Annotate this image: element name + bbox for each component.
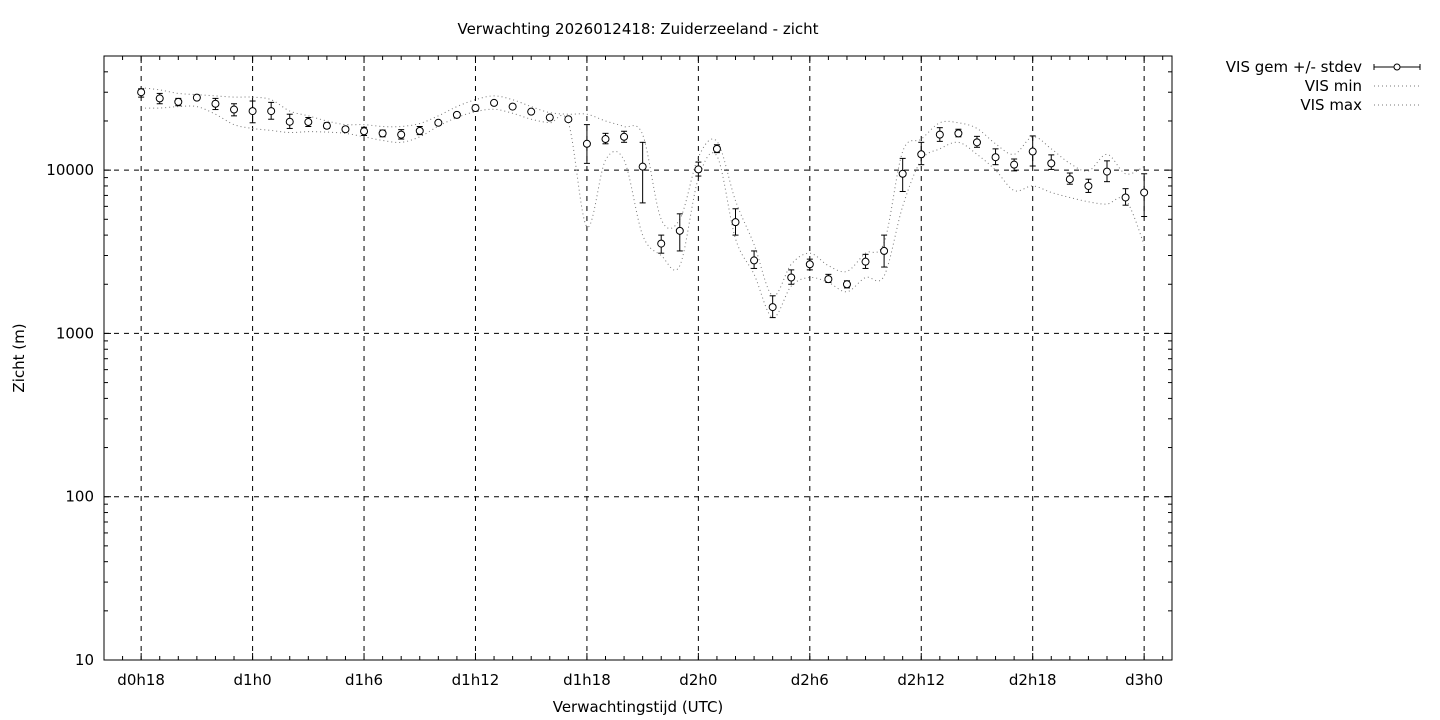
data-point	[564, 115, 573, 124]
mean-points	[137, 88, 1149, 319]
vis-max-line	[141, 87, 1145, 297]
data-point	[601, 135, 610, 144]
x-tick-label: d2h6	[791, 671, 829, 689]
data-point	[527, 107, 536, 116]
data-point	[378, 129, 387, 138]
data-point	[787, 273, 796, 282]
legend-label: VIS max	[1300, 96, 1362, 114]
data-point	[991, 153, 1000, 162]
data-point	[842, 280, 851, 289]
data-point	[694, 165, 703, 174]
vis-min-line	[141, 105, 1145, 319]
data-point	[861, 257, 870, 266]
x-tick-label: d1h18	[563, 671, 611, 689]
data-point	[1140, 188, 1149, 197]
data-point	[638, 162, 647, 171]
y-tick-labels: 10 100 1000 10000	[46, 161, 94, 669]
data-point	[582, 139, 591, 148]
data-point	[750, 256, 759, 265]
data-point	[917, 150, 926, 159]
data-point	[1028, 147, 1037, 156]
min-max-lines	[141, 87, 1145, 319]
x-tick-label: d2h18	[1009, 671, 1057, 689]
x-tick-label: d3h0	[1125, 671, 1163, 689]
data-point	[1065, 175, 1074, 184]
data-point	[304, 118, 313, 127]
x-tick-label: d1h0	[234, 671, 272, 689]
plot-frame	[103, 55, 1173, 661]
x-tick-label: d2h0	[679, 671, 717, 689]
data-point	[712, 144, 721, 153]
x-axis-label: Verwachtingstijd (UTC)	[553, 698, 724, 716]
data-point	[972, 138, 981, 147]
grid	[104, 56, 1172, 660]
data-point	[341, 125, 350, 134]
x-tick-labels: d0h18 d1h0 d1h6 d1h12 d1h18 d2h0 d2h6 d2h12 d2h1…	[117, 671, 1163, 689]
data-point	[824, 275, 833, 284]
y-tick-label: 10000	[46, 161, 94, 179]
legend-label: VIS min	[1305, 77, 1362, 95]
data-point	[1121, 193, 1130, 202]
data-point	[192, 93, 201, 102]
y-axis-label: Zicht (m)	[10, 323, 28, 392]
data-point	[768, 303, 777, 312]
data-point	[1047, 159, 1056, 168]
data-point	[155, 94, 164, 103]
data-point	[620, 132, 629, 141]
legend-symbol	[1393, 63, 1401, 71]
x-tick-label: d1h12	[452, 671, 500, 689]
data-point	[1102, 167, 1111, 176]
data-point	[1010, 160, 1019, 169]
data-point	[174, 97, 183, 106]
data-point	[415, 126, 424, 135]
x-tick-label: d2h12	[897, 671, 945, 689]
data-point	[898, 169, 907, 178]
data-point	[657, 239, 666, 248]
data-point	[545, 113, 554, 122]
data-point	[508, 102, 517, 111]
y-tick-label: 10	[75, 651, 94, 669]
data-point	[211, 99, 220, 108]
data-point	[267, 107, 276, 116]
data-point	[322, 121, 331, 130]
y-tick-label: 100	[65, 488, 94, 506]
data-point	[880, 246, 889, 255]
data-point	[935, 130, 944, 139]
data-point	[805, 260, 814, 269]
data-point	[137, 88, 146, 97]
chart-title: Verwachting 2026012418: Zuiderzeeland - …	[457, 20, 818, 38]
legend-label: VIS gem +/- stdev	[1226, 58, 1362, 76]
data-point	[675, 226, 684, 235]
data-point	[230, 105, 239, 114]
data-point	[1084, 181, 1093, 190]
x-tick-label: d1h6	[345, 671, 383, 689]
data-point	[490, 98, 499, 107]
y-tick-label: 1000	[56, 324, 94, 342]
data-point	[434, 118, 443, 127]
data-point	[360, 127, 369, 136]
data-point	[285, 117, 294, 126]
data-point	[397, 130, 406, 139]
axis-ticks	[103, 55, 1172, 661]
data-point	[731, 218, 740, 227]
data-point	[954, 129, 963, 138]
data-point	[471, 104, 480, 113]
x-tick-label: d0h18	[117, 671, 165, 689]
data-point	[248, 107, 257, 116]
data-point	[452, 110, 461, 119]
